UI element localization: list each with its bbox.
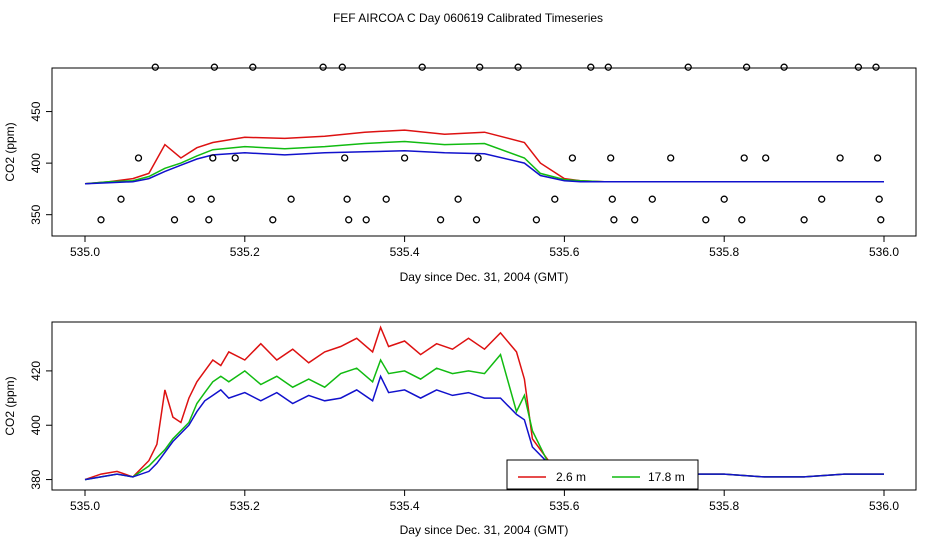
flag-point bbox=[702, 216, 710, 224]
x-tick-label: 535.6 bbox=[549, 499, 579, 513]
flag-point bbox=[134, 154, 143, 162]
flag-point bbox=[151, 63, 159, 71]
flag-point bbox=[648, 195, 656, 203]
top-flag-points bbox=[97, 63, 885, 224]
x-tick-label: 535.6 bbox=[549, 245, 579, 259]
flag-point bbox=[873, 154, 882, 162]
flag-point bbox=[454, 195, 462, 203]
flag-point bbox=[474, 154, 482, 162]
flag-point bbox=[720, 195, 728, 203]
top-y-axis-label: CO2 (ppm) bbox=[3, 122, 17, 181]
legend-label-2-6m: 2.6 m bbox=[556, 470, 586, 484]
x-tick-label: 535.8 bbox=[709, 499, 739, 513]
flag-point bbox=[514, 63, 522, 71]
bottom-plot-frame bbox=[51, 321, 917, 491]
x-tick-label: 535.0 bbox=[70, 499, 100, 513]
flag-point bbox=[610, 216, 618, 224]
y-tick-label: 400 bbox=[29, 153, 43, 173]
flag-point bbox=[854, 63, 863, 71]
flag-point bbox=[338, 63, 346, 71]
flag-point bbox=[740, 154, 748, 162]
flag-point bbox=[187, 195, 195, 203]
flag-point bbox=[117, 195, 125, 203]
flag-point bbox=[170, 216, 179, 224]
flag-point bbox=[877, 216, 885, 224]
flag-point bbox=[382, 195, 390, 203]
flag-point bbox=[551, 195, 559, 203]
x-tick-label: 536.0 bbox=[869, 499, 899, 513]
flag-point bbox=[205, 216, 213, 224]
flag-point bbox=[608, 195, 616, 203]
flag-point bbox=[210, 63, 219, 71]
flag-point bbox=[341, 154, 349, 162]
series-line-1-0 bbox=[84, 325, 884, 481]
flag-point bbox=[269, 216, 277, 224]
flag-point bbox=[287, 195, 295, 203]
top-x-axis-label: Day since Dec. 31, 2004 (GMT) bbox=[400, 270, 569, 284]
bottom-x-axis: 535.0 535.2 535.4 535.6 535.8 536.0 bbox=[70, 489, 899, 513]
y-tick-label: 350 bbox=[29, 204, 43, 224]
flag-point bbox=[532, 216, 541, 224]
flag-point bbox=[607, 154, 615, 162]
flag-point bbox=[343, 195, 351, 203]
x-tick-label: 535.4 bbox=[390, 245, 420, 259]
flag-point bbox=[587, 63, 595, 71]
flag-point bbox=[818, 195, 826, 203]
flag-point bbox=[684, 63, 692, 71]
flag-point bbox=[209, 154, 217, 162]
flag-point bbox=[742, 63, 751, 71]
flag-point bbox=[800, 216, 808, 224]
flag-point bbox=[875, 195, 883, 203]
flag-point bbox=[400, 154, 409, 162]
flag-point bbox=[836, 154, 844, 162]
series-line-0-1 bbox=[84, 140, 884, 185]
figure-title: FEF AIRCOA C Day 060619 Calibrated Times… bbox=[333, 11, 603, 25]
series-line-1-1 bbox=[84, 353, 884, 481]
legend-label-17-8m: 17.8 m bbox=[648, 470, 685, 484]
flag-point bbox=[362, 216, 370, 224]
x-tick-label: 535.8 bbox=[709, 245, 739, 259]
flag-point bbox=[418, 63, 426, 71]
flag-point bbox=[568, 154, 577, 162]
x-tick-label: 535.2 bbox=[230, 245, 260, 259]
flag-point bbox=[345, 216, 353, 224]
flag-point bbox=[780, 63, 788, 71]
y-tick-label: 420 bbox=[29, 361, 43, 381]
top-chart: 535.0 535.2 535.4 535.6 535.8 536.0 350 400 450… bbox=[3, 63, 917, 284]
legend-box bbox=[506, 459, 699, 490]
bottom-x-axis-label: Day since Dec. 31, 2004 (GMT) bbox=[400, 523, 569, 537]
series-line-0-2 bbox=[84, 150, 884, 185]
bottom-chart: 535.0 535.2 535.4 535.6 535.8 536.0 380 400 420… bbox=[3, 321, 917, 537]
y-tick-label: 380 bbox=[29, 469, 43, 489]
flag-point bbox=[249, 63, 257, 71]
flag-point bbox=[738, 216, 746, 224]
bottom-series-lines bbox=[84, 325, 884, 481]
flag-point bbox=[604, 63, 612, 71]
top-plot-frame bbox=[51, 67, 917, 237]
x-tick-label: 535.0 bbox=[70, 245, 100, 259]
y-tick-label: 400 bbox=[29, 415, 43, 435]
flag-point bbox=[231, 154, 239, 162]
flag-point bbox=[476, 63, 484, 71]
flag-point bbox=[97, 216, 105, 224]
flag-point bbox=[631, 216, 639, 224]
y-tick-label: 450 bbox=[29, 101, 43, 121]
x-tick-label: 536.0 bbox=[869, 245, 899, 259]
flag-point bbox=[436, 216, 445, 224]
x-tick-label: 535.4 bbox=[390, 499, 420, 513]
x-tick-label: 535.2 bbox=[230, 499, 260, 513]
flag-point bbox=[207, 195, 215, 203]
top-series-lines bbox=[84, 129, 884, 185]
top-x-axis: 535.0 535.2 535.4 535.6 535.8 536.0 bbox=[70, 235, 899, 259]
top-y-axis: 350 400 450 bbox=[29, 101, 52, 225]
flag-point bbox=[872, 63, 880, 71]
flag-point bbox=[472, 216, 481, 224]
flag-point bbox=[319, 63, 327, 71]
flag-point bbox=[667, 154, 675, 162]
legend: 2.6 m 17.8 m bbox=[506, 459, 699, 490]
bottom-y-axis-label: CO2 (ppm) bbox=[3, 376, 17, 435]
bottom-y-axis: 380 400 420 bbox=[29, 361, 52, 490]
flag-point bbox=[762, 154, 770, 162]
